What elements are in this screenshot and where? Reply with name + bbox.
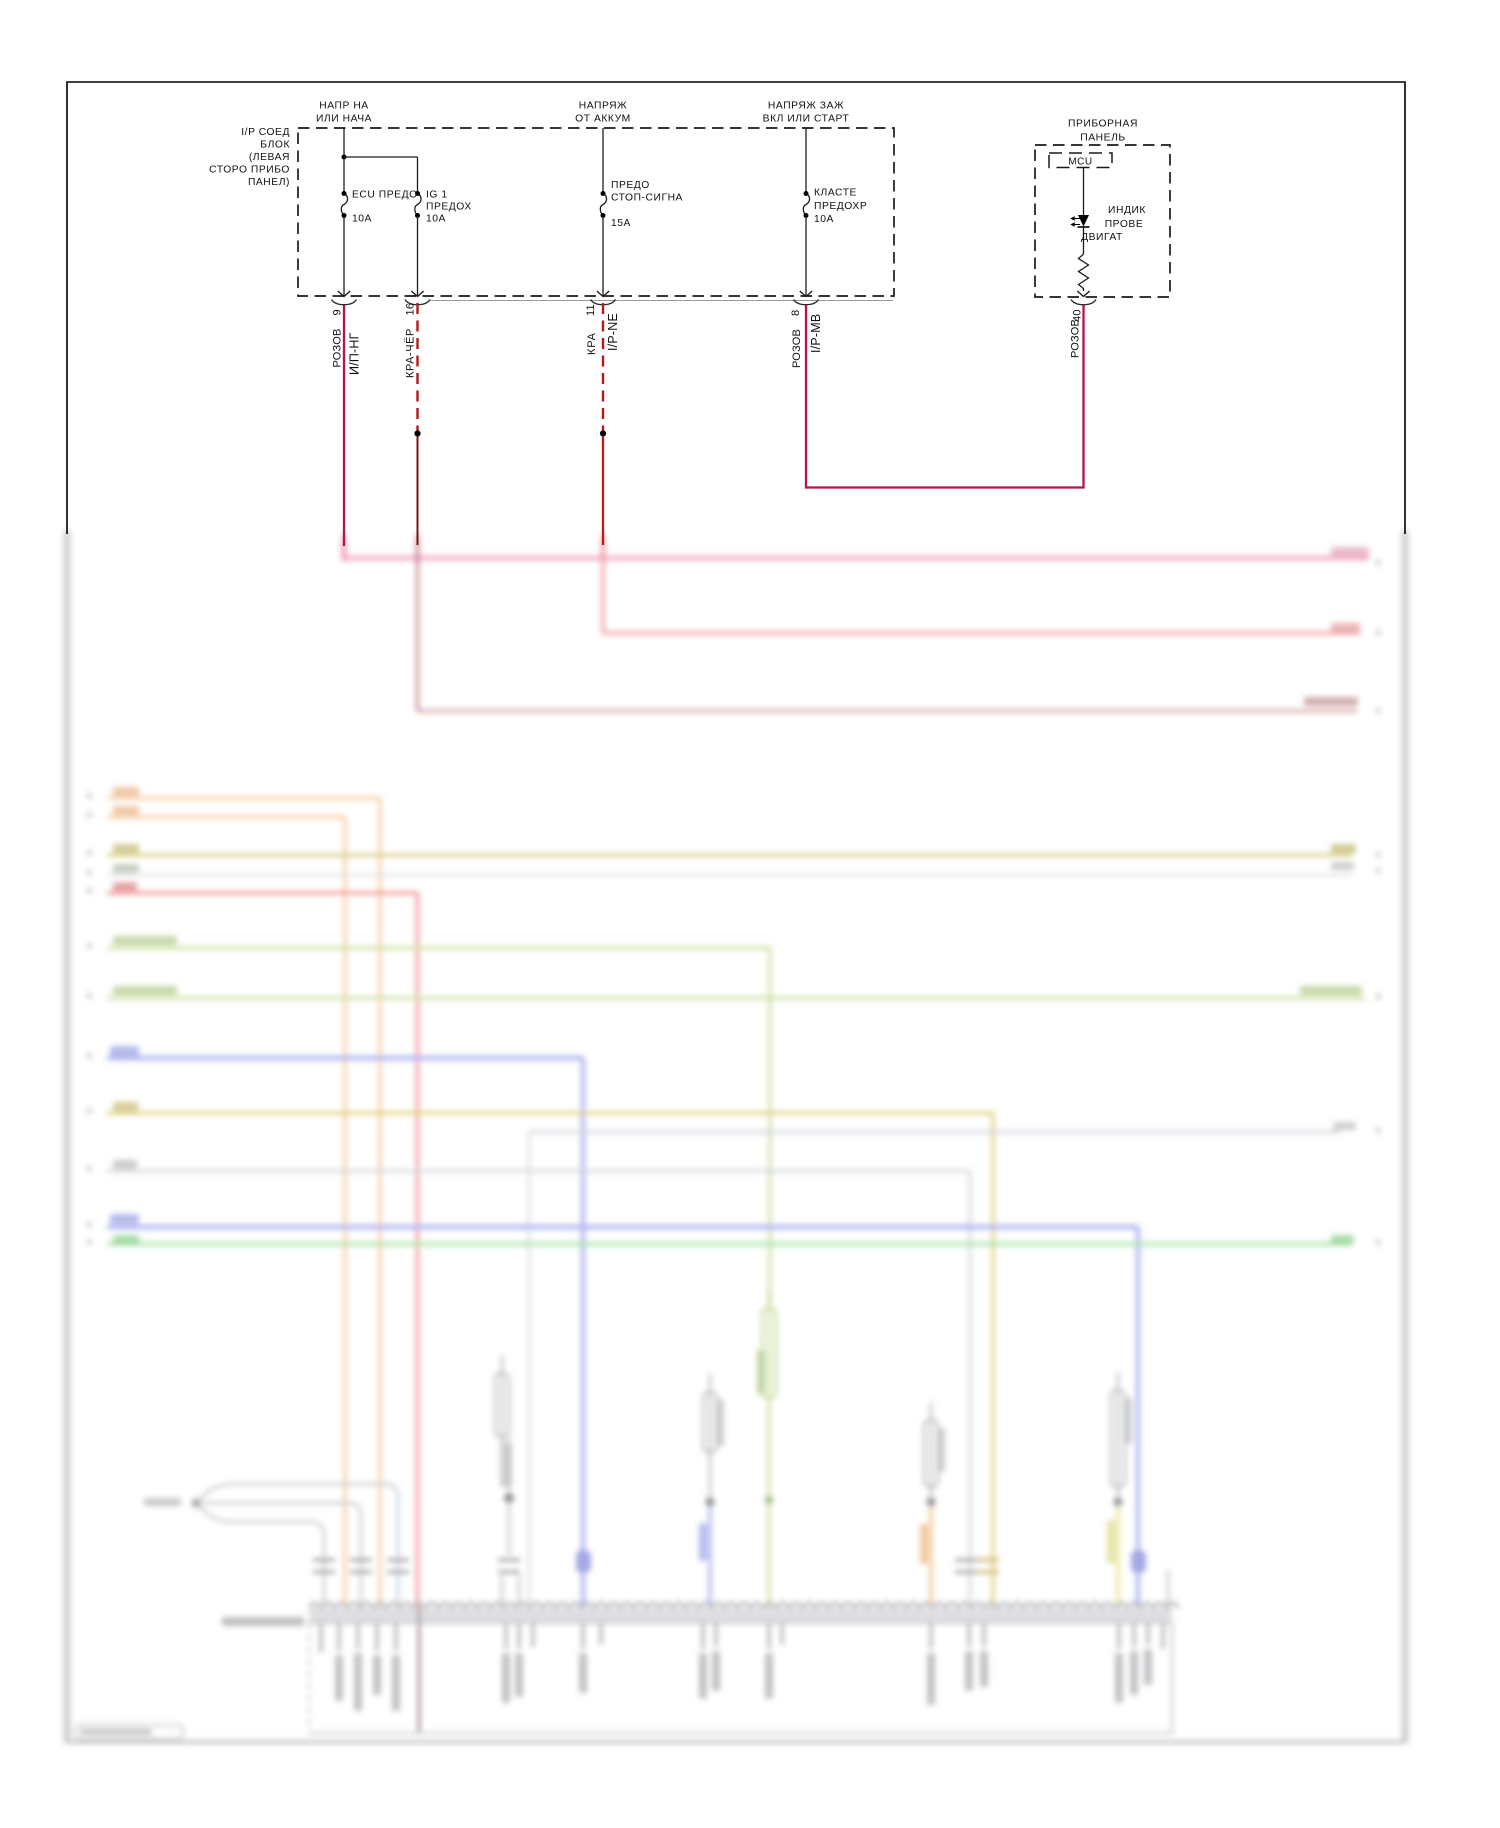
svg-text:ИЛИ НАЧА: ИЛИ НАЧА <box>316 114 372 125</box>
svg-text:СТОРО ПРИБО: СТОРО ПРИБО <box>209 165 290 176</box>
svg-text:ИНДИК: ИНДИК <box>1108 205 1146 216</box>
svg-text:ПРЕДОХР: ПРЕДОХР <box>814 201 867 212</box>
svg-text:И/П-НГ: И/П-НГ <box>348 332 362 375</box>
svg-text:10A: 10A <box>352 214 372 225</box>
svg-text:10A: 10A <box>426 214 446 225</box>
svg-text:ДВИГАТ: ДВИГАТ <box>1081 232 1123 243</box>
svg-text:I/P-NE: I/P-NE <box>606 313 620 351</box>
svg-text:НАПРЯЖ ЗАЖ: НАПРЯЖ ЗАЖ <box>768 101 844 112</box>
svg-text:I/P-MB: I/P-MB <box>809 314 823 353</box>
svg-text:ОТ АККУМ: ОТ АККУМ <box>575 114 631 125</box>
svg-text:8: 8 <box>790 310 802 316</box>
svg-text:11: 11 <box>585 304 597 316</box>
svg-text:КРА-ЧЁР: КРА-ЧЁР <box>405 328 417 378</box>
svg-text:ECU ПРЕДО: ECU ПРЕДО <box>352 190 418 201</box>
svg-text:(ЛЕВАЯ: (ЛЕВАЯ <box>249 152 290 163</box>
svg-text:НАПР НА: НАПР НА <box>319 101 368 112</box>
svg-text:10A: 10A <box>814 214 834 225</box>
svg-text:НАПРЯЖ: НАПРЯЖ <box>579 101 627 112</box>
svg-text:ПРИБОРНАЯ: ПРИБОРНАЯ <box>1068 119 1138 130</box>
svg-text:ПРОВЕ: ПРОВЕ <box>1105 219 1144 230</box>
svg-text:ВКЛ ИЛИ СТАРТ: ВКЛ ИЛИ СТАРТ <box>763 114 850 125</box>
svg-text:РОЗОВ: РОЗОВ <box>332 328 344 367</box>
svg-text:КРА: КРА <box>586 332 598 355</box>
svg-text:СТОП-СИГНА: СТОП-СИГНА <box>611 193 683 204</box>
svg-text:15A: 15A <box>611 218 631 229</box>
svg-text:MCU: MCU <box>1068 157 1092 168</box>
svg-text:40: 40 <box>1072 309 1084 322</box>
svg-text:РОЗОВ: РОЗОВ <box>791 329 803 368</box>
svg-text:I/P СОЕД: I/P СОЕД <box>241 127 290 138</box>
svg-text:16: 16 <box>405 303 417 316</box>
svg-text:ПАНЕЛ): ПАНЕЛ) <box>248 177 290 188</box>
svg-text:ПАНЕЛЬ: ПАНЕЛЬ <box>1080 133 1125 144</box>
svg-text:ПРЕДОХ: ПРЕДОХ <box>426 202 472 213</box>
svg-text:КЛАСТЕ: КЛАСТЕ <box>814 188 857 199</box>
svg-text:9: 9 <box>332 309 344 315</box>
svg-text:БЛОК: БЛОК <box>260 140 290 151</box>
svg-text:IG 1: IG 1 <box>426 190 448 201</box>
svg-text:РОЗОВ: РОЗОВ <box>1070 319 1082 358</box>
svg-text:ПРЕДО: ПРЕДО <box>611 180 650 191</box>
